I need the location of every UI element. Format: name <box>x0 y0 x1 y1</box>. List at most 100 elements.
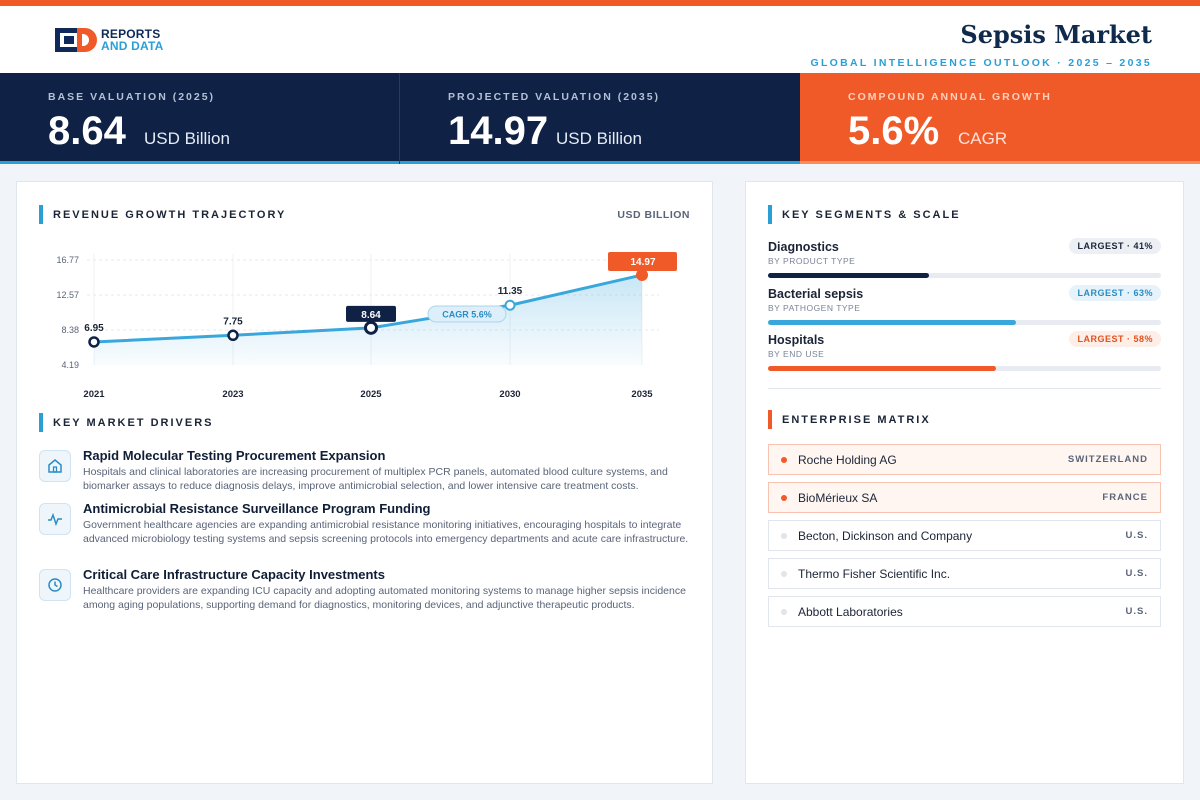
kpi-label: COMPOUND ANNUAL GROWTH <box>848 91 1052 103</box>
x-tick-label: 2025 <box>360 389 382 400</box>
kpi-value: 8.64 <box>48 109 126 153</box>
segments-heading: KEY SEGMENTS & SCALE <box>768 205 961 224</box>
heading-accent <box>39 413 43 432</box>
company-row: Roche Holding AG SWITZERLAND <box>768 444 1161 475</box>
company-country: U.S. <box>1125 530 1148 541</box>
driver-title: Antimicrobial Resistance Surveillance Pr… <box>83 501 431 516</box>
kpi-unit: USD Billion <box>556 129 642 148</box>
segment-badge: LARGEST · 58% <box>1069 331 1161 347</box>
y-tick-label: 16.77 <box>56 255 79 265</box>
page-subtitle: GLOBAL INTELLIGENCE OUTLOOK · 2025 – 203… <box>810 57 1152 69</box>
data-label: 11.35 <box>498 286 523 297</box>
chart-unit-label: USD BILLION <box>617 209 690 221</box>
segment-category: BY PATHOGEN TYPE <box>768 303 861 313</box>
kpi-unit: CAGR <box>958 129 1008 148</box>
kpi-value: 14.97 <box>448 109 549 153</box>
driver-title: Rapid Molecular Testing Procurement Expa… <box>83 448 386 463</box>
segment-bar-fill <box>768 366 996 371</box>
segment-bar-track <box>768 320 1161 325</box>
segment-bar-track <box>768 366 1161 371</box>
kpi-accent-line <box>0 161 400 164</box>
y-tick-label: 12.57 <box>56 290 79 300</box>
status-dot <box>781 608 787 615</box>
kpi-accent-line <box>400 161 800 164</box>
kpi-base-valuation: BASE VALUATION (2025) 8.64 USD Billion <box>0 73 400 164</box>
y-tick-label: 8.38 <box>61 325 79 335</box>
data-point <box>227 329 239 342</box>
segments-heading-text: KEY SEGMENTS & SCALE <box>782 208 961 221</box>
company-country: SWITZERLAND <box>1067 454 1148 465</box>
company-logo: REPORTS AND DATA <box>55 28 163 52</box>
company-country: U.S. <box>1125 606 1148 617</box>
segment-bar-fill <box>768 320 1016 325</box>
driver-body: Hospitals and clinical laboratories are … <box>83 466 668 492</box>
data-point <box>636 269 648 282</box>
heading-accent <box>39 205 43 224</box>
heading-accent <box>768 410 772 429</box>
company-country: FRANCE <box>1102 492 1148 503</box>
segment-item: Diagnostics BY PRODUCT TYPE LARGEST · 41… <box>768 238 1161 278</box>
data-label: 8.64 <box>361 310 381 321</box>
data-label: 7.75 <box>223 316 243 327</box>
driver-body: Healthcare providers are expanding ICU c… <box>83 585 686 611</box>
kpi-divider <box>399 73 400 164</box>
drivers-heading-text: KEY MARKET DRIVERS <box>53 416 214 429</box>
area-fill <box>94 275 642 365</box>
segment-category: BY PRODUCT TYPE <box>768 256 856 266</box>
data-label-box <box>608 252 677 272</box>
top-accent-bar <box>0 0 1200 6</box>
x-tick-label: 2030 <box>499 389 520 400</box>
company-country: U.S. <box>1125 568 1148 579</box>
kpi-label: PROJECTED VALUATION (2035) <box>448 91 661 103</box>
company-name: Roche Holding AG <box>798 452 897 467</box>
data-label-box <box>346 305 396 322</box>
data-point <box>364 320 378 335</box>
logo-mark-icon <box>55 28 97 52</box>
segment-item: Bacterial sepsis BY PATHOGEN TYPE LARGES… <box>768 285 1161 325</box>
heading-accent <box>768 205 772 224</box>
cagr-pill-label: CAGR 5.6% <box>442 310 492 320</box>
x-tick-label: 2035 <box>631 389 653 400</box>
segment-item: Hospitals BY END USE LARGEST · 58% <box>768 331 1161 371</box>
right-panel: KEY SEGMENTS & SCALE Diagnostics BY PROD… <box>745 181 1184 784</box>
company-row: Thermo Fisher Scientific Inc. U.S. <box>768 558 1161 589</box>
segment-badge: LARGEST · 41% <box>1069 238 1161 254</box>
y-tick-label: 4.19 <box>61 360 79 370</box>
status-dot <box>781 494 787 501</box>
building-icon <box>39 450 71 482</box>
segment-badge: LARGEST · 63% <box>1069 285 1161 301</box>
data-point <box>88 336 100 348</box>
logo-line-2: AND DATA <box>101 39 164 53</box>
company-name: Abbott Laboratories <box>798 604 903 619</box>
company-name: Becton, Dickinson and Company <box>798 528 973 543</box>
cagr-pill <box>427 305 507 323</box>
logo-text: REPORTS AND DATA <box>101 28 163 52</box>
left-panel: REVENUE GROWTH TRAJECTORY USD BILLION 4.… <box>16 181 713 784</box>
pulse-icon <box>39 503 71 535</box>
x-tick-label: 2021 <box>83 389 105 400</box>
company-name: Thermo Fisher Scientific Inc. <box>798 566 951 581</box>
data-label: 14.97 <box>630 257 655 268</box>
logo-line-1: REPORTS <box>101 27 161 41</box>
segment-category: BY END USE <box>768 349 825 359</box>
kpi-unit: USD Billion <box>144 129 230 148</box>
driver-body: Government healthcare agencies are expan… <box>83 519 689 545</box>
company-row: Abbott Laboratories U.S. <box>768 596 1161 627</box>
status-dot <box>781 570 787 577</box>
company-row: BioMérieux SA FRANCE <box>768 482 1161 513</box>
enterprise-heading: ENTERPRISE MATRIX <box>768 410 931 429</box>
page-title: Sepsis Market <box>960 20 1152 49</box>
data-point <box>504 299 516 311</box>
status-dot <box>781 456 787 463</box>
title-block: Sepsis Market GLOBAL INTELLIGENCE OUTLOO… <box>811 20 1153 69</box>
segment-name: Hospitals <box>768 333 825 347</box>
kpi-label: BASE VALUATION (2025) <box>48 91 216 103</box>
segment-name: Bacterial sepsis <box>768 287 864 301</box>
driver-title: Critical Care Infrastructure Capacity In… <box>83 567 385 582</box>
kpi-projected-valuation: PROJECTED VALUATION (2035) 14.97 USD Bil… <box>400 73 800 164</box>
revenue-line-chart: 4.19 8.38 12.57 16.77 2021 2023 2025 2030 2035 6… <box>56 252 677 400</box>
page-header: REPORTS AND DATA Sepsis Market GLOBAL IN… <box>0 6 1200 73</box>
kpi-value: 5.6% <box>848 109 940 153</box>
company-name: BioMérieux SA <box>798 490 878 505</box>
drivers-heading: KEY MARKET DRIVERS <box>39 413 213 432</box>
